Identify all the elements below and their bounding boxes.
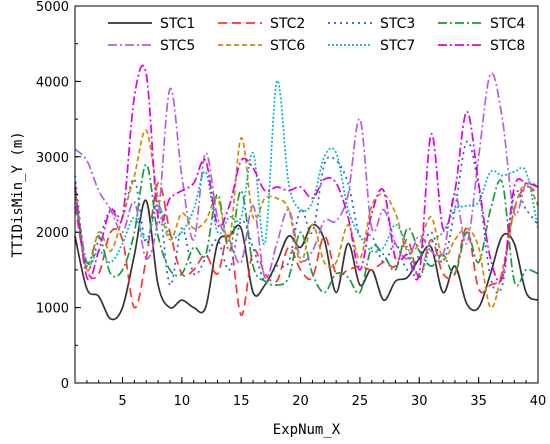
legend-label: STC1 xyxy=(160,16,195,32)
y-axis-title: TTIDisMin_Y (m) xyxy=(10,131,26,257)
legend-label: STC6 xyxy=(270,38,305,54)
y-tick-label: 2000 xyxy=(36,226,69,241)
x-tick-label: 5 xyxy=(118,394,126,409)
legend-label: STC4 xyxy=(490,16,525,32)
series-line-stc4 xyxy=(74,163,539,295)
legend-label: STC7 xyxy=(380,38,415,54)
y-tick-label: 3000 xyxy=(36,151,69,166)
x-tick-label: 15 xyxy=(233,394,250,409)
series-layer xyxy=(74,64,539,321)
x-tick-label: 10 xyxy=(174,394,191,409)
y-tick-label: 0 xyxy=(61,377,69,392)
x-tick-label: 25 xyxy=(352,394,369,409)
series-line-stc8 xyxy=(74,64,539,283)
legend: STC1 STC2 STC3 STC4 STC5 STC6 STC7 STC8 xyxy=(102,11,534,57)
x-tick-label: 20 xyxy=(292,394,309,409)
y-tick-label: 5000 xyxy=(36,0,69,15)
x-tick-label: 35 xyxy=(470,394,487,409)
x-axis-title: ExpNum_X xyxy=(273,422,341,438)
legend-label: STC8 xyxy=(490,38,525,54)
legend-label: STC3 xyxy=(380,16,415,32)
legend-label: STC5 xyxy=(160,38,195,54)
legend-background xyxy=(102,11,534,57)
series-line-stc7 xyxy=(74,80,539,279)
y-tick-label: 1000 xyxy=(36,302,69,317)
series-line-stc6 xyxy=(74,129,539,309)
y-tick-label: 4000 xyxy=(36,75,69,90)
axes-layer: 5 10 15 20 25 30 35 40 0 1000 2000 3000 4000 5000 xyxy=(36,0,546,409)
legend-label: STC2 xyxy=(270,16,305,32)
x-tick-label: 30 xyxy=(411,394,428,409)
x-tick-label: 40 xyxy=(530,394,547,409)
